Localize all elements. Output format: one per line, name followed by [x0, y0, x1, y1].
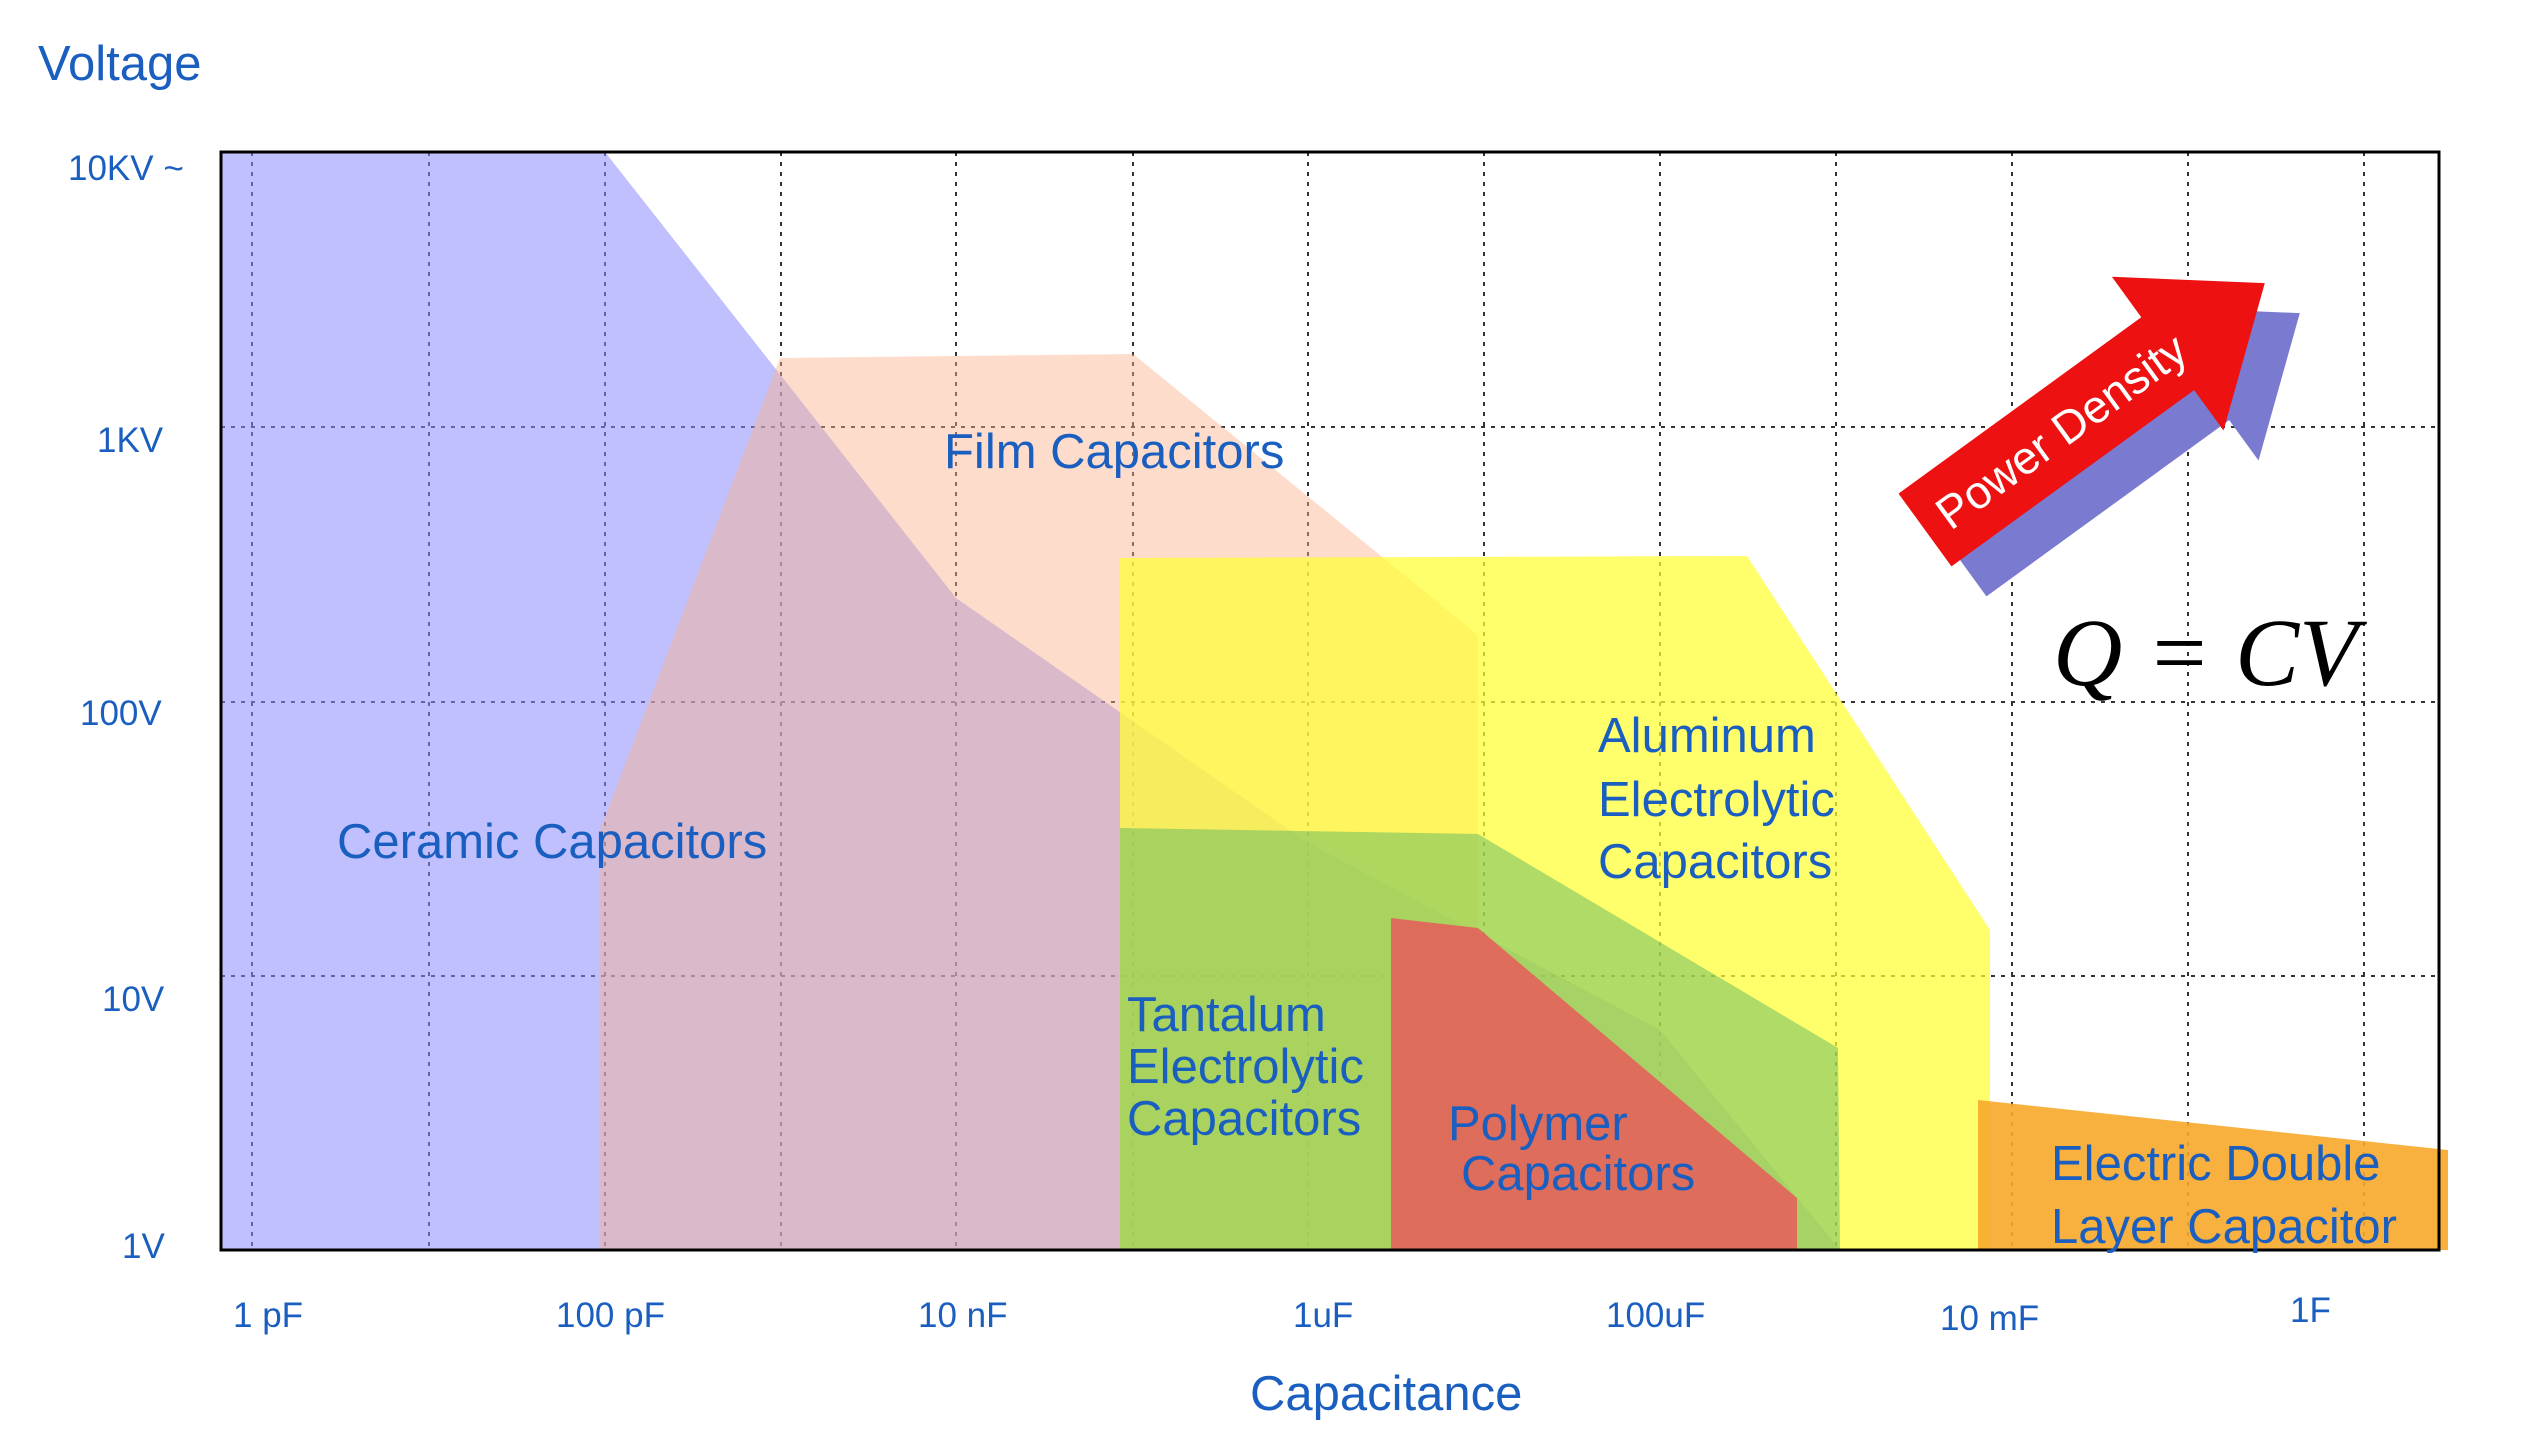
y-tick-10v: 10V	[102, 980, 165, 1019]
x-tick-10mf: 10 mF	[1940, 1299, 2039, 1338]
region-labels: Film Capacitors Ceramic Capacitors Alumi…	[337, 425, 2397, 1254]
y-tick-1kv: 1KV	[97, 421, 164, 460]
plot-border	[219, 150, 2441, 1252]
label-film: Film Capacitors	[944, 425, 1284, 479]
x-tick-100pf: 100 pF	[556, 1296, 665, 1335]
label-tantalum-3: Capacitors	[1127, 1092, 1361, 1146]
label-ceramic: Ceramic Capacitors	[337, 815, 767, 869]
label-tantalum-1: Tantalum	[1127, 988, 1326, 1042]
capacitor-regions	[221, 152, 2448, 1250]
label-aluminum-3: Capacitors	[1598, 835, 1832, 889]
formula-q-cv: Q = CV	[2053, 599, 2367, 706]
region-polymer	[1391, 918, 1797, 1250]
x-tick-100uf: 100uF	[1606, 1296, 1705, 1335]
y-tick-10kv: 10KV ~	[68, 149, 184, 188]
x-tick-1pf: 1 pF	[233, 1296, 303, 1335]
label-tantalum-2: Electrolytic	[1127, 1040, 1364, 1094]
x-tick-labels: 1 pF 100 pF 10 nF 1uF 100uF 10 mF 1F	[233, 1291, 2331, 1338]
y-axis-title: Voltage	[38, 37, 202, 91]
label-edlc-1: Electric Double	[2051, 1137, 2381, 1191]
label-edlc-2: Layer Capacitor	[2051, 1200, 2397, 1254]
y-tick-1v: 1V	[122, 1227, 165, 1266]
label-aluminum-2: Electrolytic	[1598, 773, 1835, 827]
label-polymer-2: Capacitors	[1461, 1147, 1695, 1201]
x-tick-1uf: 1uF	[1293, 1296, 1353, 1335]
label-aluminum-1: Aluminum	[1598, 709, 1816, 763]
x-tick-1f: 1F	[2290, 1291, 2331, 1330]
y-tick-100v: 100V	[80, 694, 162, 733]
y-tick-labels: 10KV ~ 1KV 100V 10V 1V	[68, 149, 184, 1266]
x-tick-10nf: 10 nF	[918, 1296, 1008, 1335]
label-polymer-1: Polymer	[1448, 1097, 1628, 1151]
x-axis-title: Capacitance	[1250, 1367, 1522, 1421]
region-edlc	[1978, 1100, 2448, 1250]
